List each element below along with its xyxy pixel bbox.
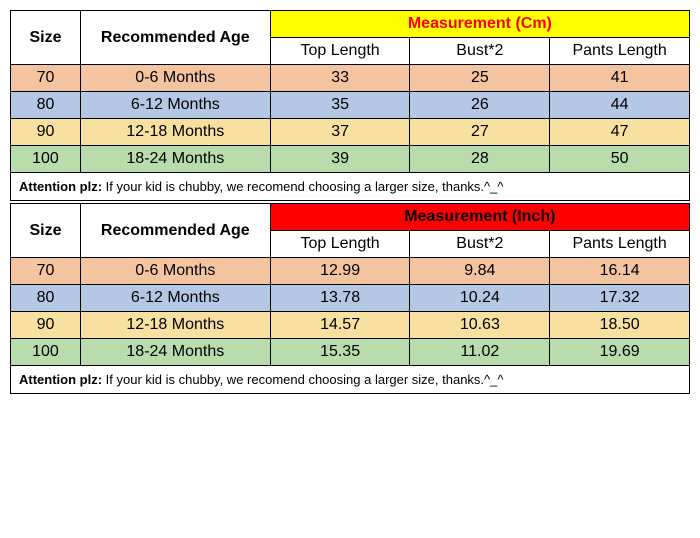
cell-age: 18-24 Months [80,146,270,173]
subheader-m1: Top Length [270,231,410,258]
cell-m1: 12.99 [270,258,410,285]
cell-age: 18-24 Months [80,339,270,366]
note-bold: Attention plz: [19,179,102,194]
cell-m2: 27 [410,119,550,146]
table-row: 700-6 Months332541 [11,65,690,92]
cell-age: 0-6 Months [80,65,270,92]
cell-m3: 16.14 [550,258,690,285]
header-size: Size [11,11,81,65]
header-measurement: Measurement (Cm) [270,11,689,38]
cell-age: 6-12 Months [80,92,270,119]
header-size: Size [11,204,81,258]
cell-m1: 15.35 [270,339,410,366]
cell-size: 70 [11,258,81,285]
cell-m1: 39 [270,146,410,173]
cell-m3: 41 [550,65,690,92]
attention-note: Attention plz: If your kid is chubby, we… [11,366,690,394]
cell-m1: 14.57 [270,312,410,339]
cell-size: 80 [11,285,81,312]
cell-m2: 28 [410,146,550,173]
cell-m3: 19.69 [550,339,690,366]
cell-size: 70 [11,65,81,92]
cell-age: 12-18 Months [80,119,270,146]
subheader-m1: Top Length [270,38,410,65]
header-age: Recommended Age [80,204,270,258]
subheader-m3: Pants Length [550,231,690,258]
table-row: 9012-18 Months14.5710.6318.50 [11,312,690,339]
cell-size: 100 [11,339,81,366]
cell-m2: 9.84 [410,258,550,285]
cell-m1: 33 [270,65,410,92]
subheader-m2: Bust*2 [410,231,550,258]
note-bold: Attention plz: [19,372,102,387]
size-table-1: SizeRecommended AgeMeasurement (Inch)Top… [10,203,690,394]
note-text: If your kid is chubby, we recomend choos… [102,179,503,194]
note-text: If your kid is chubby, we recomend choos… [102,372,503,387]
cell-m1: 13.78 [270,285,410,312]
cell-m2: 10.24 [410,285,550,312]
attention-note: Attention plz: If your kid is chubby, we… [11,173,690,201]
cell-m3: 18.50 [550,312,690,339]
size-chart-container: SizeRecommended AgeMeasurement (Cm)Top L… [10,10,690,394]
table-row: 10018-24 Months392850 [11,146,690,173]
cell-m1: 37 [270,119,410,146]
cell-m2: 11.02 [410,339,550,366]
cell-age: 12-18 Months [80,312,270,339]
header-age: Recommended Age [80,11,270,65]
table-row: 9012-18 Months372747 [11,119,690,146]
cell-m3: 17.32 [550,285,690,312]
cell-m2: 26 [410,92,550,119]
cell-size: 80 [11,92,81,119]
table-row: 700-6 Months12.999.8416.14 [11,258,690,285]
cell-age: 0-6 Months [80,258,270,285]
subheader-m2: Bust*2 [410,38,550,65]
table-row: 10018-24 Months15.3511.0219.69 [11,339,690,366]
cell-size: 90 [11,312,81,339]
cell-m2: 25 [410,65,550,92]
cell-m2: 10.63 [410,312,550,339]
header-measurement: Measurement (Inch) [270,204,689,231]
cell-size: 100 [11,146,81,173]
cell-age: 6-12 Months [80,285,270,312]
cell-m3: 47 [550,119,690,146]
table-row: 806-12 Months13.7810.2417.32 [11,285,690,312]
cell-size: 90 [11,119,81,146]
subheader-m3: Pants Length [550,38,690,65]
size-table-0: SizeRecommended AgeMeasurement (Cm)Top L… [10,10,690,201]
cell-m1: 35 [270,92,410,119]
table-row: 806-12 Months352644 [11,92,690,119]
cell-m3: 50 [550,146,690,173]
cell-m3: 44 [550,92,690,119]
